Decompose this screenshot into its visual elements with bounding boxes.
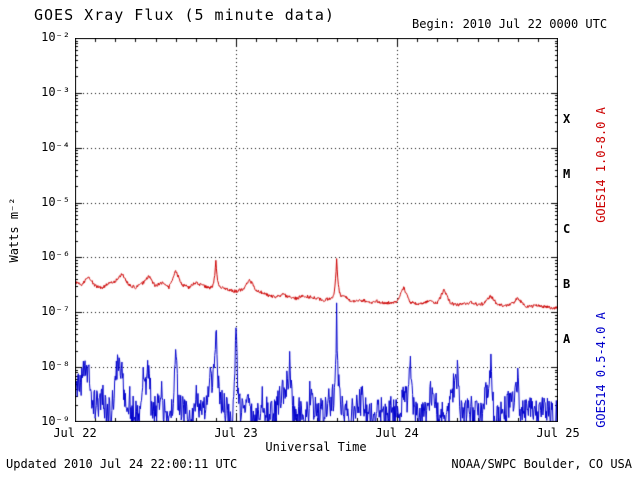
y-tick-label: 10⁻³ <box>41 84 70 99</box>
flare-class-label: X <box>563 112 571 127</box>
x-tick-label: Jul 22 <box>53 426 97 440</box>
series-label-goes-long-channel: GOES14 1.0-8.0 A <box>594 107 608 223</box>
y-tick-label: 10⁻⁴ <box>41 139 70 154</box>
credit-label: NOAA/SWPC Boulder, CO USA <box>451 457 632 471</box>
updated-timestamp: Updated 2010 Jul 24 22:00:11 UTC <box>6 457 238 471</box>
begin-time-label: Begin: 2010 Jul 22 0000 UTC <box>412 17 608 31</box>
plot-area <box>75 38 558 422</box>
page-title: GOES Xray Flux (5 minute data) <box>34 6 335 24</box>
y-tick-label: 10⁻² <box>41 30 70 44</box>
y-tick-label: 10⁻⁹ <box>41 414 70 428</box>
y-tick-label: 10⁻⁵ <box>41 194 70 209</box>
flare-class-label: B <box>563 276 571 291</box>
plot-canvas <box>75 38 558 422</box>
y-tick-label: 10⁻⁶ <box>41 249 70 264</box>
y-tick-label: 10⁻⁷ <box>41 304 70 319</box>
x-tick-label: Jul 24 <box>375 426 419 440</box>
x-tick-label: Jul 25 <box>536 426 580 440</box>
x-axis-label: Universal Time <box>265 440 367 454</box>
flare-class-label: C <box>563 222 571 236</box>
y-tick-label: 10⁻⁸ <box>41 359 70 374</box>
series-label-goes-short-channel: GOES14 0.5-4.0 A <box>594 312 608 428</box>
x-tick-label: Jul 23 <box>214 426 258 440</box>
flare-class-label: M <box>563 167 571 182</box>
flare-class-label: A <box>563 331 571 346</box>
